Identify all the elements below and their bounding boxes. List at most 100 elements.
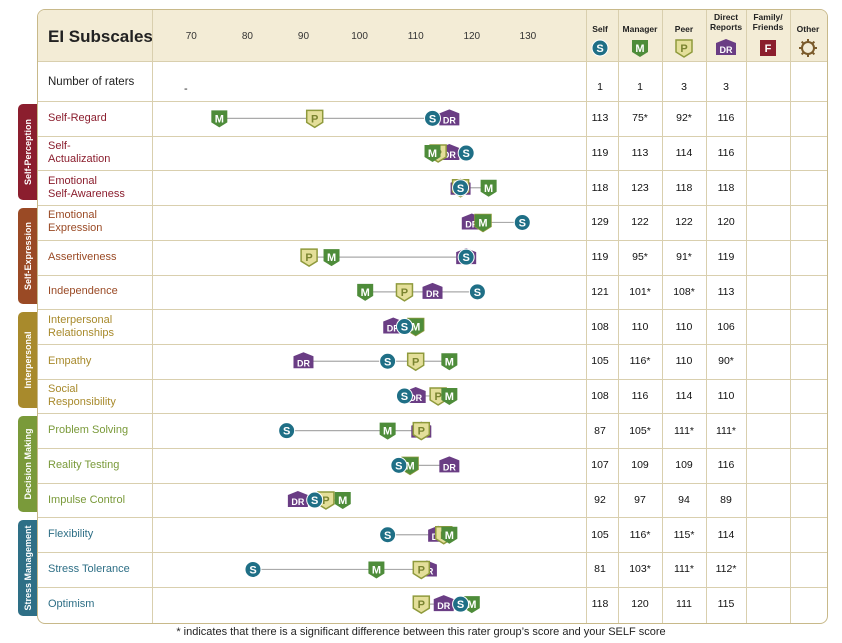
chart-frame: EI Subscales Number of raters - S M P DR F DR… <box>37 9 828 624</box>
score-cell: 101* <box>629 285 651 298</box>
composite-tab: Decision Making <box>18 416 37 513</box>
marker-s: S <box>457 248 475 266</box>
marker-s: S <box>244 560 262 578</box>
svg-text:P: P <box>418 564 425 576</box>
score-cell: 122 <box>631 216 649 229</box>
x-tick-label: 80 <box>241 31 253 42</box>
grid-vline <box>706 10 707 623</box>
row-divider <box>38 205 827 207</box>
svg-text:S: S <box>596 43 603 55</box>
score-cell: 119 <box>591 147 609 160</box>
column-header-p: Peer <box>674 24 694 34</box>
svg-text:DR: DR <box>720 45 733 55</box>
composite-tab-label: Self-Expression <box>22 222 33 291</box>
marker-dr: DR <box>439 109 460 126</box>
svg-text:S: S <box>401 391 408 403</box>
score-cell: 115 <box>717 598 735 611</box>
row-divider <box>38 517 827 519</box>
svg-text:M: M <box>484 183 493 195</box>
legend-icon-dr: DR <box>716 39 736 55</box>
score-cell: 92* <box>676 112 692 125</box>
header-band <box>38 10 827 61</box>
row-divider <box>38 586 827 588</box>
subscale-label: Reality Testing <box>48 458 120 471</box>
score-cell: 110 <box>675 320 693 333</box>
marker-s: S <box>457 144 475 162</box>
column-header-m: Manager <box>622 24 658 34</box>
svg-text:DR: DR <box>443 115 456 125</box>
svg-text:M: M <box>445 391 454 403</box>
svg-text:M: M <box>635 43 644 55</box>
score-cell: 115* <box>673 528 695 541</box>
score-cell: 120 <box>717 216 735 229</box>
row-divider <box>38 170 827 172</box>
legend-icon-m: M <box>632 40 648 57</box>
marker-s: S <box>452 179 470 197</box>
x-tick-label: 90 <box>297 31 310 42</box>
column-header-s: Self <box>592 24 608 34</box>
marker-s: S <box>452 595 470 613</box>
marker-s: S <box>306 491 324 509</box>
score-cell: 114 <box>675 389 693 402</box>
x-tick-label: 110 <box>407 31 424 42</box>
svg-text:M: M <box>467 599 476 611</box>
marker-m: M <box>475 214 492 232</box>
score-cell: 129 <box>591 216 609 229</box>
score-cell: 95* <box>632 251 648 264</box>
score-cell: 105 <box>591 528 609 541</box>
svg-text:P: P <box>305 252 312 264</box>
composite-tab-label: Interpersonal <box>22 331 33 389</box>
rater-count: 3 <box>723 81 729 93</box>
svg-text:S: S <box>429 113 436 125</box>
legend-icon-f: F <box>760 40 776 56</box>
x-tick-label: 120 <box>463 31 481 42</box>
marker-p: P <box>305 109 324 129</box>
marker-p: P <box>300 248 318 268</box>
score-cell: 81 <box>594 563 606 576</box>
subscale-label: Interpersonal Relationships <box>48 313 115 339</box>
marker-dr: DR <box>287 491 308 508</box>
composite-tab-label: Stress Management <box>22 525 33 611</box>
marker-p: P <box>412 421 431 441</box>
subscale-label: Emotional Expression <box>48 209 103 235</box>
column-header-dr: Direct Reports <box>709 12 743 32</box>
svg-text:S: S <box>457 599 464 611</box>
composite-tab-label: Self-Perception <box>22 119 33 186</box>
score-cell: 87 <box>594 424 606 437</box>
row-divider <box>38 552 827 554</box>
row-divider <box>38 239 827 241</box>
grid-vline <box>152 10 153 623</box>
svg-text:S: S <box>249 564 256 576</box>
score-cell: 114 <box>717 528 735 541</box>
row-divider <box>38 378 827 380</box>
score-cell: 107 <box>591 459 609 472</box>
marker-m: M <box>480 179 497 197</box>
marker-s: S <box>424 109 442 127</box>
marker-s: S <box>390 456 408 474</box>
marker-s: S <box>395 318 413 336</box>
raters-label: Number of raters <box>48 76 135 88</box>
marker-p: P <box>412 595 431 615</box>
svg-text:M: M <box>445 356 454 368</box>
legend-icon-p: P <box>675 39 693 58</box>
score-cell: 111* <box>673 424 695 437</box>
legend-icon-o <box>799 39 817 57</box>
marker-m: M <box>368 561 385 579</box>
svg-text:M: M <box>411 322 420 334</box>
marker-m: M <box>379 422 396 440</box>
svg-text:DR: DR <box>426 289 439 299</box>
score-cell: 108 <box>591 389 609 402</box>
svg-text:S: S <box>463 148 470 160</box>
marker-m: M <box>334 492 351 510</box>
svg-text:P: P <box>434 391 441 403</box>
row-divider <box>38 135 827 137</box>
rater-count: 1 <box>597 81 603 93</box>
subscale-label: Self- Actualization <box>48 140 111 166</box>
score-cell: 91* <box>676 251 692 264</box>
marker-m: M <box>211 110 228 128</box>
row-divider <box>38 274 827 276</box>
grid-vline <box>746 10 747 623</box>
marker-s: S <box>395 387 413 405</box>
marker-dr: DR <box>439 456 460 473</box>
marker-p: P <box>406 352 425 372</box>
